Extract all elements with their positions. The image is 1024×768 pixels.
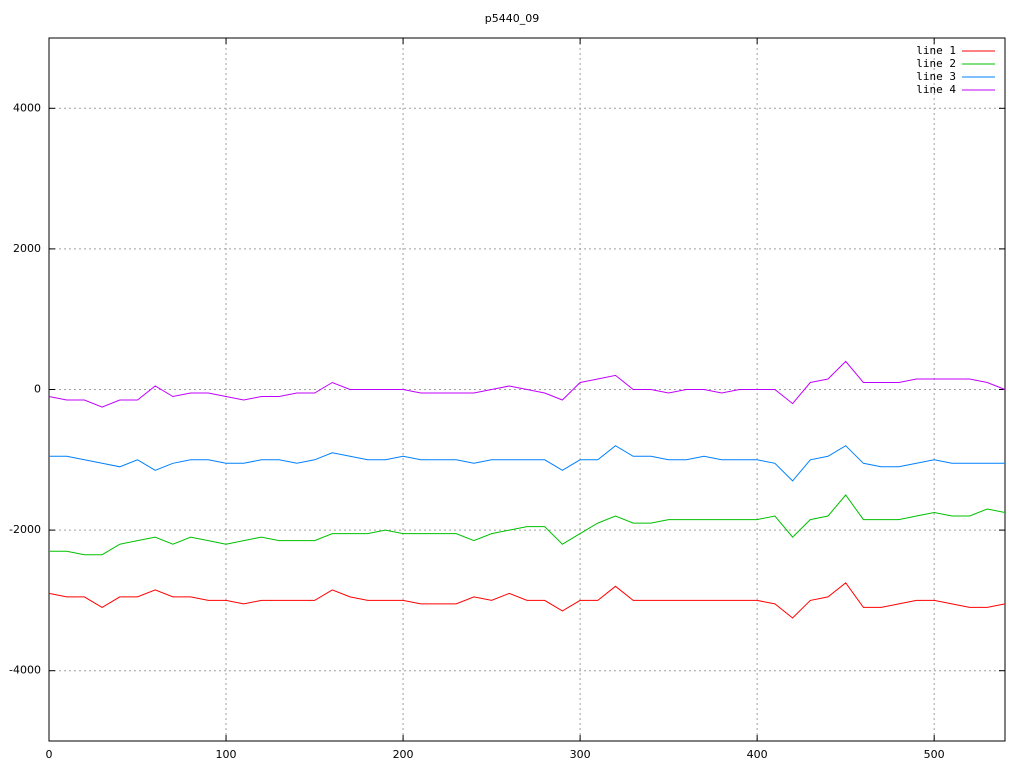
x-tick-label: 0	[46, 748, 53, 761]
x-tick-label: 400	[747, 748, 768, 761]
legend-label: line 2	[916, 57, 956, 70]
legend-label: line 1	[916, 44, 956, 57]
y-tick-label: 4000	[13, 101, 41, 114]
series-line	[48, 360, 1006, 408]
x-tick-label: 300	[570, 748, 591, 761]
legend-label: line 3	[916, 70, 956, 83]
series-line	[49, 445, 1005, 482]
legend-label: line 4	[916, 83, 956, 96]
y-tick-label: 0	[34, 383, 41, 396]
series-line	[49, 494, 1006, 556]
chart-title: p5440_09	[485, 12, 539, 25]
x-tick-label: 100	[216, 748, 237, 761]
x-tick-label: 500	[924, 748, 945, 761]
y-tick-label: -4000	[9, 664, 41, 677]
x-tick-label: 200	[393, 748, 414, 761]
y-tick-label: -2000	[9, 523, 41, 536]
y-tick-label: 2000	[13, 242, 41, 255]
series-line	[48, 582, 1006, 619]
